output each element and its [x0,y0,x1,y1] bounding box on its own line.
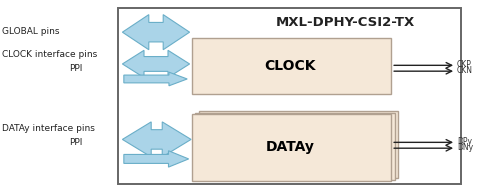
Text: CLOCK interface pins: CLOCK interface pins [2,50,97,59]
Bar [192,114,391,181]
Text: CKP: CKP [457,60,472,69]
Text: DATAy interface pins: DATAy interface pins [2,124,95,133]
Text: DATAy: DATAy [266,140,315,154]
Text: MXL-DPHY-CSI2-TX: MXL-DPHY-CSI2-TX [276,16,415,29]
Bar [199,111,398,178]
Polygon shape [124,151,189,167]
Bar [192,38,391,94]
Text: PPI: PPI [70,138,83,147]
Bar [118,8,461,184]
Text: CKN: CKN [457,66,473,75]
Polygon shape [124,72,187,86]
Text: DPy: DPy [457,137,472,146]
Text: PPI: PPI [70,64,83,73]
Text: DNy: DNy [457,143,473,152]
Bar [195,113,395,180]
Polygon shape [122,50,190,78]
Text: CLOCK: CLOCK [264,59,316,73]
Polygon shape [122,122,191,157]
Text: GLOBAL pins: GLOBAL pins [2,27,60,36]
Polygon shape [122,15,190,50]
